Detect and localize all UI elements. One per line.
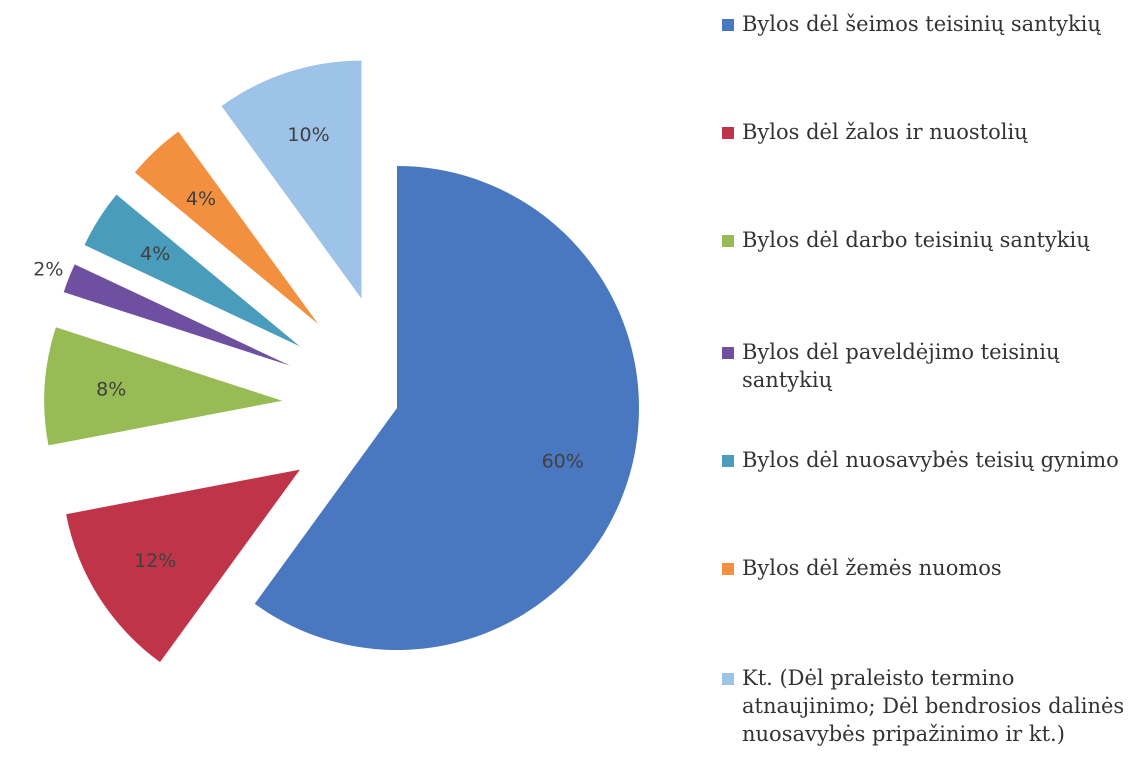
- legend-label: Bylos dėl paveldėjimo teisinių santykių: [742, 340, 1060, 392]
- legend-entry: Bylos dėl paveldėjimo teisinių santykių: [722, 338, 1134, 394]
- legend-label: Kt. (Dėl praleisto termino atnaujinimo; …: [742, 666, 1125, 746]
- legend-label: Bylos dėl žemės nuomos: [742, 556, 1002, 580]
- pie-slice: [63, 264, 291, 366]
- legend-label: Bylos dėl šeimos teisinių santykių: [742, 12, 1101, 36]
- pie-slice: [66, 469, 300, 663]
- legend-swatch: [722, 563, 734, 575]
- pie-slice: [221, 60, 362, 299]
- pie-slice: [84, 194, 300, 347]
- slice-label: 60%: [542, 450, 584, 472]
- legend-swatch: [722, 235, 734, 247]
- slice-label: 8%: [96, 379, 126, 401]
- pie-slice: [254, 165, 640, 650]
- slice-label: 12%: [134, 550, 176, 572]
- legend-swatch: [722, 19, 734, 31]
- slice-label: 4%: [186, 188, 216, 210]
- chart: 60% 12% 8% 2% 4% 4% 10%: [33, 60, 640, 663]
- pie-slice: [44, 327, 283, 446]
- slice-label: 10%: [287, 124, 329, 146]
- legend-swatch: [722, 127, 734, 139]
- legend-entry: Bylos dėl žalos ir nuostolių: [722, 118, 1134, 146]
- legend-swatch: [722, 455, 734, 467]
- legend-swatch: [722, 347, 734, 359]
- legend-label: Bylos dėl darbo teisinių santykių: [742, 228, 1090, 252]
- legend-entry: Bylos dėl darbo teisinių santykių: [722, 226, 1134, 254]
- legend-label: Bylos dėl žalos ir nuostolių: [742, 120, 1028, 144]
- legend-entry: Bylos dėl žemės nuomos: [722, 554, 1134, 582]
- pie-slice: [134, 131, 319, 325]
- legend-swatch: [722, 673, 734, 685]
- slice-label: 4%: [140, 243, 170, 265]
- legend-label: Bylos dėl nuosavybės teisių gynimo: [742, 448, 1119, 472]
- legend-entry: Bylos dėl šeimos teisinių santykių: [722, 10, 1134, 38]
- slice-label: 2%: [33, 258, 63, 280]
- legend-entry: Bylos dėl nuosavybės teisių gynimo: [722, 446, 1134, 474]
- legend-entry: Kt. (Dėl praleisto termino atnaujinimo; …: [722, 664, 1134, 748]
- legend: Bylos dėl šeimos teisinių santykių Bylos …: [722, 0, 1132, 784]
